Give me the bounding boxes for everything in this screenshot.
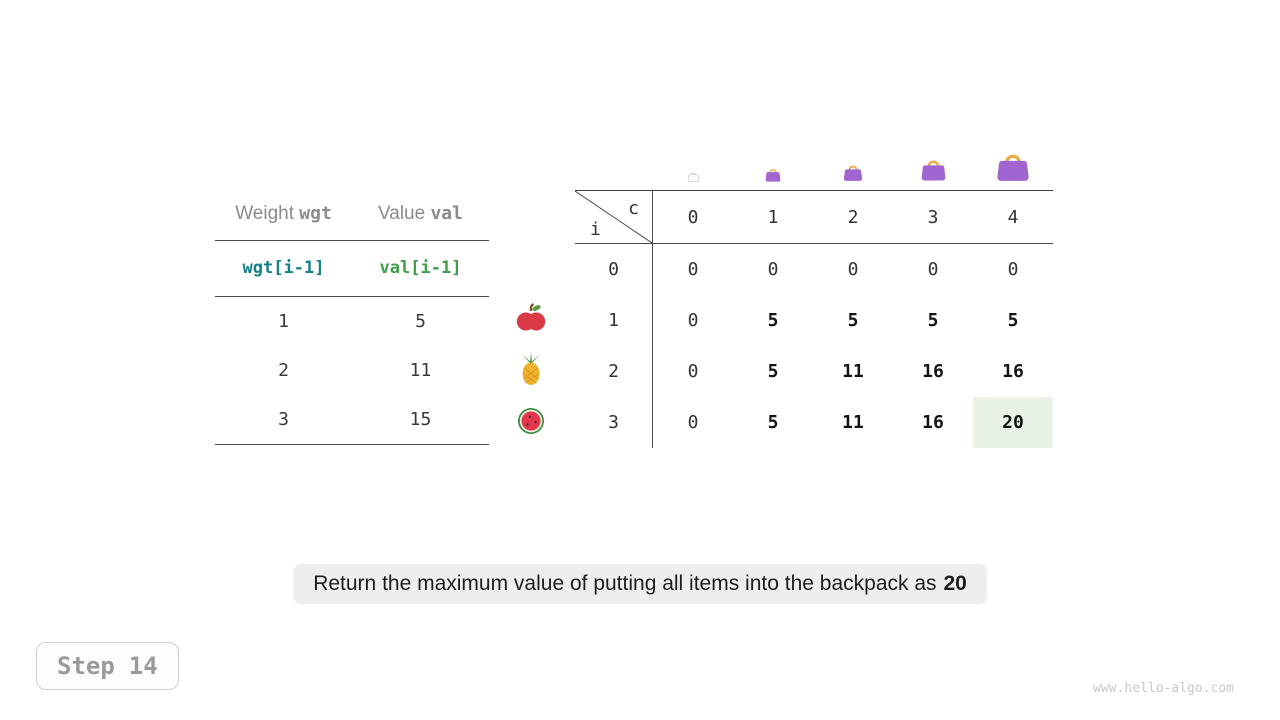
caption-text: Return the maximum value of putting all … [313, 572, 937, 595]
dp-cell-highlighted: 20 [973, 397, 1053, 448]
item-row: 1 5 [215, 297, 489, 346]
dp-corner-col-label: c [628, 198, 639, 219]
dp-cell: 11 [842, 412, 864, 433]
watermark: www.hello-algo.com [1093, 681, 1234, 696]
caption: Return the maximum value of putting all … [293, 564, 987, 604]
item-row: 2 11 [215, 346, 489, 395]
dp-cell: 0 [847, 259, 859, 280]
bag-xlarge-icon [973, 134, 1053, 186]
step-number: 14 [128, 652, 158, 680]
dp-col-header: 4 [973, 191, 1053, 244]
weight-header: Weight wgt [235, 203, 332, 224]
items-table: Weight wgt Value val wgt[i-1] val[i-1] 1… [215, 188, 489, 445]
bags-row [653, 134, 1053, 186]
dp-table: c i 0 1 2 3 4 0 0 0 0 0 0 1 0 5 5 5 5 2 … [575, 190, 1053, 448]
dp-corner-cell: c i [575, 191, 653, 244]
dp-row-header: 0 [575, 244, 653, 295]
dp-cell: 5 [767, 361, 779, 382]
value-header: Value val [378, 203, 463, 224]
bag-small-icon [733, 134, 813, 186]
dp-cell: 16 [1002, 361, 1024, 382]
dp-cell: 0 [687, 259, 699, 280]
dp-cell: 0 [1007, 259, 1019, 280]
step-badge: Step 14 [36, 642, 179, 690]
step-label: Step [57, 652, 115, 680]
dp-col-header: 2 [813, 191, 893, 244]
dp-row-header: 3 [575, 397, 653, 448]
item-value: 11 [409, 360, 432, 381]
caption-value: 20 [943, 572, 967, 595]
dp-cell: 5 [927, 310, 939, 331]
dp-cell: 5 [847, 310, 859, 331]
dp-cell: 16 [922, 412, 944, 433]
dp-col-header: 0 [653, 191, 733, 244]
item-row: 3 15 [215, 395, 489, 444]
dp-cell: 5 [767, 310, 779, 331]
dp-cell: 5 [1007, 310, 1019, 331]
dp-cell: 16 [922, 361, 944, 382]
dp-cell: 0 [927, 259, 939, 280]
val-formula: val[i-1] [379, 258, 462, 278]
item-value: 15 [409, 409, 432, 430]
bag-large-icon [893, 134, 973, 186]
dp-cell: 0 [687, 412, 699, 433]
dp-cell: 0 [767, 259, 779, 280]
wgt-formula: wgt[i-1] [242, 258, 325, 278]
wgt-code-label: wgt [299, 203, 332, 224]
pineapple-icon [514, 352, 548, 386]
dp-cell: 11 [842, 361, 864, 382]
item-weight: 1 [278, 311, 289, 332]
item-weight: 3 [278, 409, 289, 430]
dp-cell: 0 [687, 361, 699, 382]
dp-corner-row-label: i [590, 219, 601, 240]
dp-col-header: 1 [733, 191, 813, 244]
dp-cell: 5 [767, 412, 779, 433]
item-value: 5 [415, 311, 426, 332]
bag-medium-icon [813, 134, 893, 186]
dp-col-header: 3 [893, 191, 973, 244]
dp-cell: 0 [687, 310, 699, 331]
dp-row-header: 2 [575, 346, 653, 397]
bag-tiny-icon [653, 134, 733, 186]
apple-icon [514, 302, 548, 336]
dp-row-header: 1 [575, 295, 653, 346]
item-weight: 2 [278, 360, 289, 381]
formula-row: wgt[i-1] val[i-1] [215, 241, 489, 297]
watermelon-icon [514, 404, 548, 438]
val-code-label: val [430, 203, 463, 224]
items-table-header: Weight wgt Value val [215, 188, 489, 241]
